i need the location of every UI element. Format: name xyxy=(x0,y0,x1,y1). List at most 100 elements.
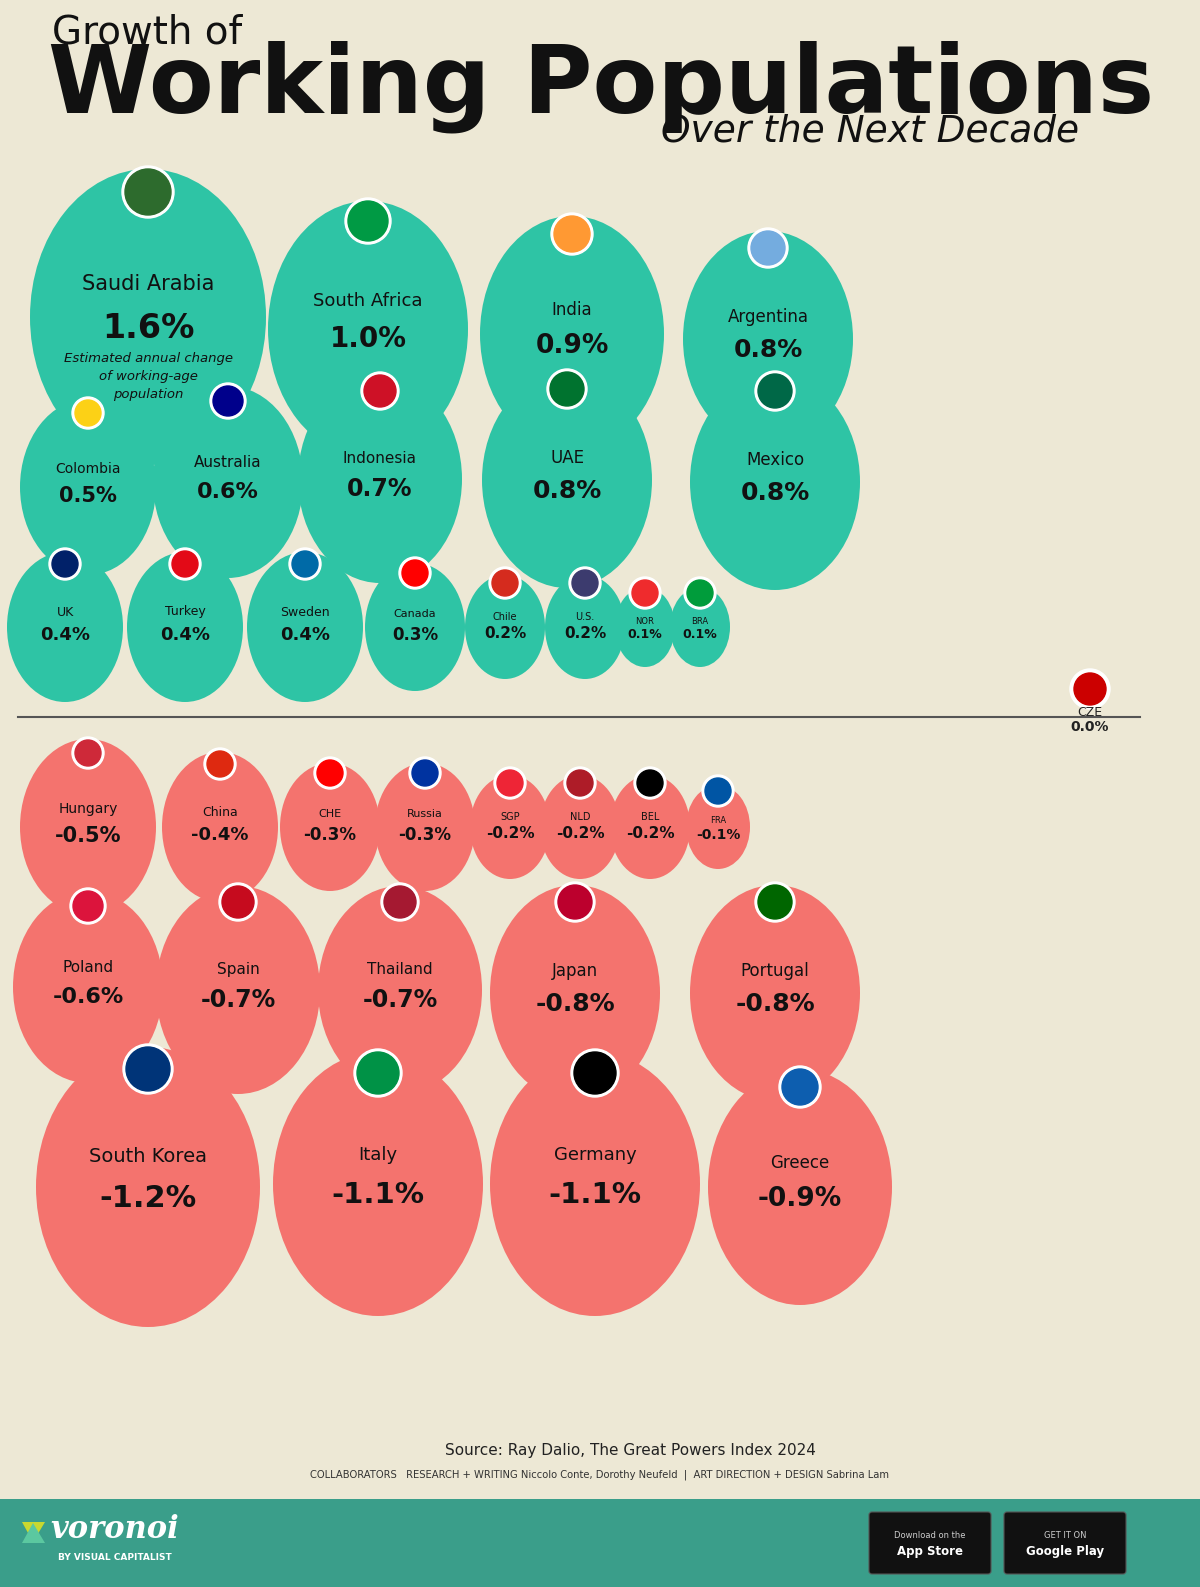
Circle shape xyxy=(74,400,101,425)
Text: 0.1%: 0.1% xyxy=(628,628,662,641)
Text: CHE: CHE xyxy=(318,809,342,819)
Text: Thailand: Thailand xyxy=(367,962,433,976)
Text: Source: Ray Dalio, The Great Powers Index 2024: Source: Ray Dalio, The Great Powers Inde… xyxy=(444,1444,816,1458)
Circle shape xyxy=(558,886,592,919)
Text: -0.3%: -0.3% xyxy=(398,825,451,844)
Text: -0.6%: -0.6% xyxy=(53,987,124,1006)
Circle shape xyxy=(122,167,174,217)
Text: Argentina: Argentina xyxy=(727,308,809,327)
Circle shape xyxy=(569,567,601,598)
Ellipse shape xyxy=(545,574,625,679)
Text: 0.3%: 0.3% xyxy=(392,625,438,644)
Text: Colombia: Colombia xyxy=(55,462,121,476)
Text: India: India xyxy=(552,302,593,319)
Ellipse shape xyxy=(482,371,652,589)
Circle shape xyxy=(571,1049,619,1097)
Circle shape xyxy=(204,747,236,779)
Text: Growth of: Growth of xyxy=(52,13,242,51)
Circle shape xyxy=(702,774,734,808)
Circle shape xyxy=(364,375,396,406)
Bar xyxy=(0,1500,1200,1587)
Ellipse shape xyxy=(470,774,550,879)
Text: -0.7%: -0.7% xyxy=(362,989,438,1013)
Ellipse shape xyxy=(247,552,364,701)
Text: Estimated annual change
of working-age
population: Estimated annual change of working-age p… xyxy=(64,352,233,400)
Text: Germany: Germany xyxy=(553,1146,636,1163)
Text: Italy: Italy xyxy=(359,1146,397,1163)
Text: 0.1%: 0.1% xyxy=(683,628,718,641)
Ellipse shape xyxy=(480,216,664,452)
Text: 1.6%: 1.6% xyxy=(102,313,194,346)
Text: -0.7%: -0.7% xyxy=(200,989,276,1013)
Text: -0.8%: -0.8% xyxy=(736,992,815,1016)
Circle shape xyxy=(632,579,658,606)
Text: 0.7%: 0.7% xyxy=(347,478,413,501)
Circle shape xyxy=(1070,670,1110,709)
Text: -0.8%: -0.8% xyxy=(535,992,614,1016)
Text: -0.5%: -0.5% xyxy=(55,825,121,846)
Text: Greece: Greece xyxy=(770,1154,829,1173)
FancyBboxPatch shape xyxy=(1004,1512,1126,1574)
Ellipse shape xyxy=(154,386,302,578)
Text: Mexico: Mexico xyxy=(746,451,804,470)
Text: CZE: CZE xyxy=(1078,706,1103,719)
Circle shape xyxy=(214,386,242,416)
Ellipse shape xyxy=(13,890,163,1082)
Text: BRA: BRA xyxy=(691,616,708,625)
Circle shape xyxy=(637,770,662,797)
Text: Poland: Poland xyxy=(62,960,114,976)
Ellipse shape xyxy=(466,574,545,679)
Circle shape xyxy=(348,202,388,241)
Circle shape xyxy=(70,889,106,924)
Text: China: China xyxy=(202,806,238,819)
Text: GET IT ON: GET IT ON xyxy=(1044,1530,1086,1539)
Ellipse shape xyxy=(318,886,482,1093)
Text: Chile: Chile xyxy=(493,611,517,622)
Text: Spain: Spain xyxy=(217,962,259,976)
FancyBboxPatch shape xyxy=(869,1512,991,1574)
Ellipse shape xyxy=(20,740,156,916)
Ellipse shape xyxy=(690,375,860,590)
Ellipse shape xyxy=(610,774,690,879)
Circle shape xyxy=(492,570,518,597)
Text: Working Populations: Working Populations xyxy=(48,41,1154,133)
Text: FRA: FRA xyxy=(710,816,726,825)
Text: BEL: BEL xyxy=(641,811,659,822)
Circle shape xyxy=(412,760,438,786)
Circle shape xyxy=(382,882,419,920)
Circle shape xyxy=(706,778,731,805)
Text: -1.1%: -1.1% xyxy=(548,1181,642,1209)
Circle shape xyxy=(629,578,661,609)
Text: 0.4%: 0.4% xyxy=(280,625,330,643)
Text: 0.8%: 0.8% xyxy=(733,338,803,362)
Circle shape xyxy=(551,213,593,256)
Text: Sweden: Sweden xyxy=(280,606,330,619)
Text: SGP: SGP xyxy=(500,811,520,822)
Ellipse shape xyxy=(7,552,124,701)
Circle shape xyxy=(755,882,796,922)
Ellipse shape xyxy=(280,763,380,890)
Text: Japan: Japan xyxy=(552,962,598,981)
Circle shape xyxy=(490,567,521,598)
Polygon shape xyxy=(22,1524,46,1543)
Circle shape xyxy=(49,548,82,579)
Text: U.S.: U.S. xyxy=(575,611,595,622)
Text: Saudi Arabia: Saudi Arabia xyxy=(82,275,214,295)
Circle shape xyxy=(169,548,202,579)
Text: NLD: NLD xyxy=(570,811,590,822)
Circle shape xyxy=(317,760,343,786)
Circle shape xyxy=(210,382,246,419)
Circle shape xyxy=(220,882,257,920)
Text: BY VISUAL CAPITALIST: BY VISUAL CAPITALIST xyxy=(58,1552,172,1562)
Circle shape xyxy=(1074,673,1106,705)
Text: -1.2%: -1.2% xyxy=(100,1184,197,1212)
Ellipse shape xyxy=(268,202,468,457)
Text: Download on the: Download on the xyxy=(894,1530,966,1539)
Circle shape xyxy=(572,570,598,597)
Text: -0.9%: -0.9% xyxy=(758,1185,842,1212)
Circle shape xyxy=(74,740,101,767)
Circle shape xyxy=(554,216,590,252)
Text: 0.2%: 0.2% xyxy=(484,625,526,641)
Text: -0.2%: -0.2% xyxy=(486,825,534,841)
Text: -0.2%: -0.2% xyxy=(556,825,605,841)
